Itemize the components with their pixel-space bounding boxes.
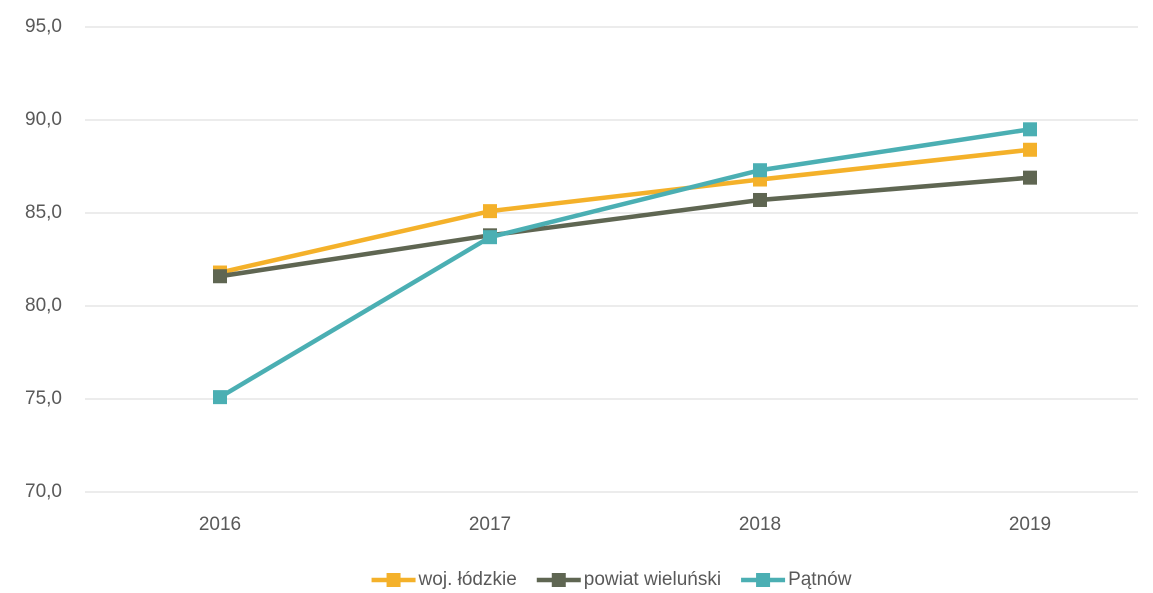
legend-label: woj. łódzkie bbox=[418, 569, 517, 590]
x-tick-label: 2016 bbox=[199, 514, 241, 535]
x-tick-label: 2018 bbox=[739, 514, 781, 535]
series-line bbox=[219, 147, 1031, 275]
y-tick-label: 95,0 bbox=[25, 16, 62, 37]
legend-item: woj. łódzkie bbox=[371, 569, 517, 590]
legend-label: powiat wieluński bbox=[584, 569, 721, 590]
point-marker bbox=[753, 163, 767, 178]
y-tick-label: 80,0 bbox=[25, 295, 62, 316]
legend: woj. łódzkie powiat wieluński Pątnów bbox=[371, 569, 852, 590]
point-marker bbox=[483, 204, 497, 219]
point-marker bbox=[1023, 142, 1037, 157]
point-marker bbox=[483, 230, 497, 245]
y-tick-label: 85,0 bbox=[25, 202, 62, 223]
point-marker bbox=[1023, 170, 1037, 185]
x-tick-label: 2017 bbox=[469, 514, 511, 535]
point-marker bbox=[213, 269, 227, 284]
point-marker bbox=[1023, 122, 1037, 137]
point-marker bbox=[753, 192, 767, 207]
legend-marker bbox=[386, 573, 401, 587]
legend-item: powiat wieluński bbox=[536, 569, 721, 590]
legend-marker bbox=[551, 573, 566, 587]
series-line bbox=[218, 127, 1031, 400]
legend-item: Pątnów bbox=[741, 569, 852, 590]
x-tick-label: 2019 bbox=[1009, 514, 1051, 535]
point-marker bbox=[213, 390, 227, 405]
y-tick-label: 75,0 bbox=[25, 388, 62, 409]
y-tick-label: 70,0 bbox=[25, 481, 62, 502]
series-line bbox=[219, 175, 1031, 279]
legend-marker bbox=[756, 573, 771, 587]
legend-label: Pątnów bbox=[788, 569, 852, 590]
y-tick-label: 90,0 bbox=[25, 109, 62, 130]
